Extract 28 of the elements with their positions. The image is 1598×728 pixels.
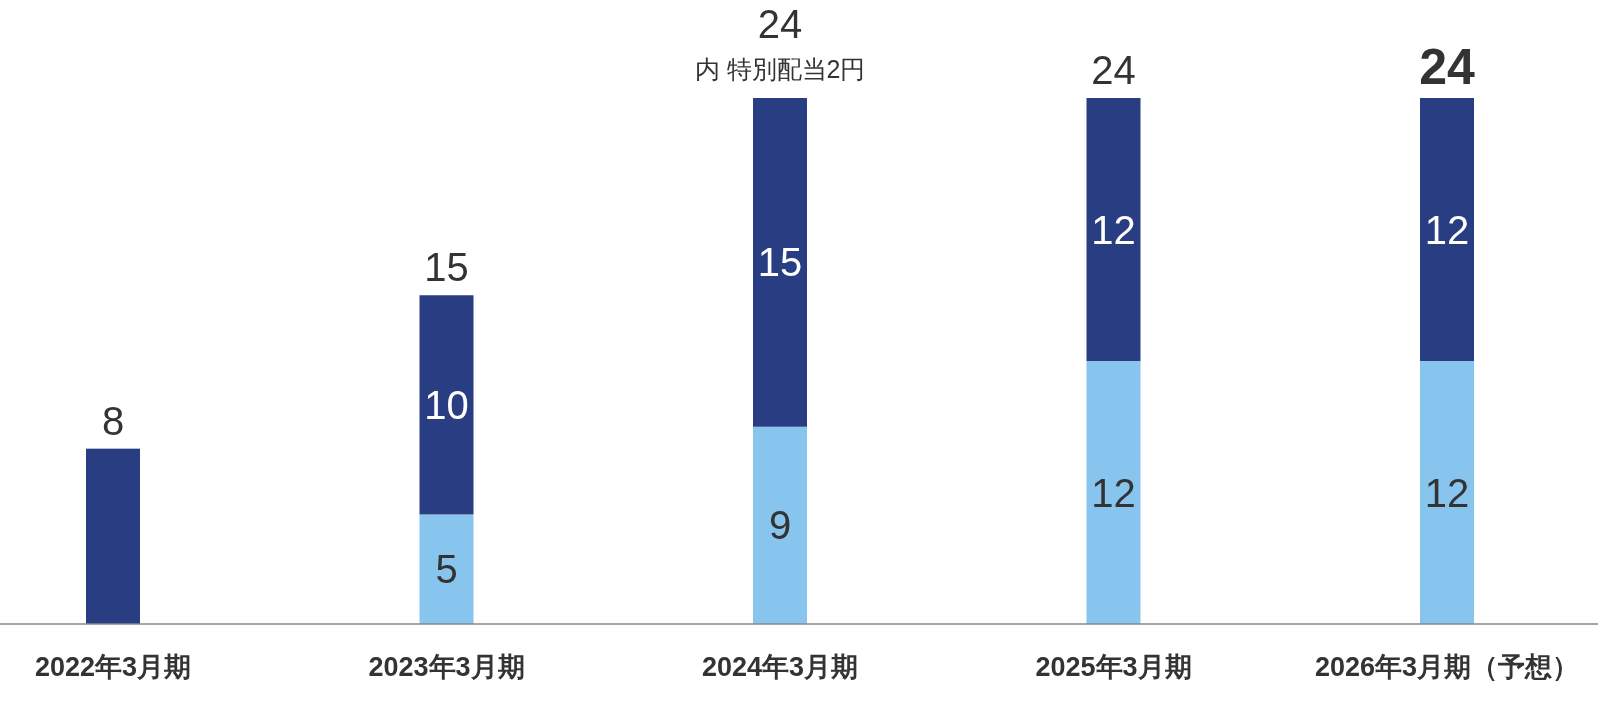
data-label: 15 — [757, 240, 803, 285]
data-label: 12 — [1424, 207, 1470, 252]
bar — [753, 426, 807, 624]
total-label: 24 — [1091, 48, 1136, 92]
data-label: 12 — [1091, 207, 1136, 252]
bar — [753, 98, 807, 427]
data-label: 10 — [424, 382, 469, 427]
total-label: 15 — [424, 245, 469, 290]
data-label: 9 — [768, 503, 792, 548]
bar — [419, 295, 474, 515]
x-tick-label: 2023年3月期 — [368, 652, 525, 682]
x-tick-label: 2024年3月期 — [701, 652, 859, 682]
data-label: 12 — [1424, 470, 1470, 515]
data-label: 12 — [1091, 470, 1136, 515]
bar — [86, 448, 140, 624]
bar — [1420, 98, 1474, 361]
bar — [1420, 361, 1474, 624]
x-tick-label: 2022年3月期 — [34, 652, 192, 682]
x-tick-label: 2025年3月期 — [1035, 652, 1192, 682]
bar — [1086, 361, 1141, 624]
total-label: 24 — [757, 2, 803, 46]
total-label: 8 — [101, 398, 125, 443]
annotation: 内 特別配当2円 — [694, 55, 866, 83]
bar — [1086, 98, 1141, 361]
total-label: 24 — [1419, 39, 1475, 95]
x-tick-label: 2026年3月期（予想） — [1314, 652, 1580, 682]
data-label: 5 — [435, 547, 458, 592]
bar — [419, 514, 474, 624]
